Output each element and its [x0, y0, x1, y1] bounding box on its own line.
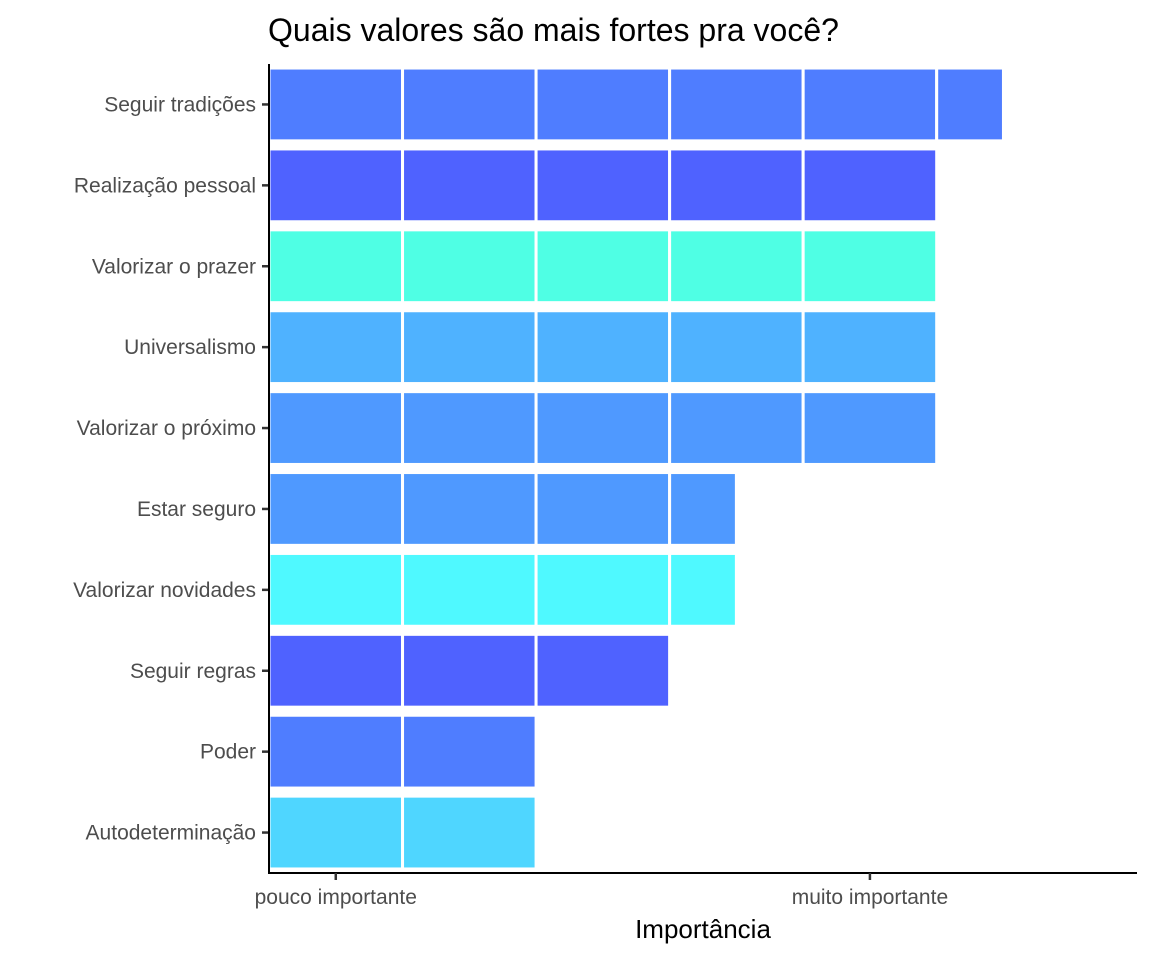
bar	[267, 632, 672, 709]
bar-segment	[534, 228, 672, 305]
bar-segment	[801, 390, 939, 466]
bar-segment	[401, 228, 538, 305]
bar-segment	[801, 147, 939, 224]
bar-segment	[534, 632, 672, 709]
y-tick-label: Seguir regras	[130, 660, 256, 683]
bar-segment	[668, 390, 805, 466]
bar	[267, 147, 939, 224]
bar-segment	[401, 309, 538, 386]
bar-segment	[668, 147, 805, 224]
bar	[267, 713, 538, 790]
bar	[267, 551, 738, 628]
bar-segment	[534, 471, 672, 547]
bar-segment	[801, 66, 939, 143]
bar-segment	[267, 471, 405, 547]
bar-segment	[267, 309, 405, 386]
x-tick-label: pouco importante	[255, 886, 417, 909]
y-tick-label: Valorizar o prazer	[92, 255, 256, 278]
bar-segment	[401, 66, 538, 143]
y-tick-label: Realização pessoal	[74, 174, 256, 197]
bar-segment	[401, 794, 538, 871]
y-tick-label: Valorizar o próximo	[77, 417, 256, 440]
bar-segment	[401, 632, 538, 709]
bar-segment	[534, 309, 672, 386]
bar-segment	[401, 551, 538, 628]
y-tick-label: Seguir tradições	[104, 93, 256, 116]
bar-segment	[668, 551, 738, 628]
bar-segment	[267, 390, 405, 466]
bar-segment	[267, 551, 405, 628]
bar-segment	[267, 794, 405, 871]
bar-segment	[668, 228, 805, 305]
y-axis: Seguir tradições Realização pessoal Valori…	[73, 64, 270, 874]
bar-segment	[668, 309, 805, 386]
bars-layer	[267, 66, 1005, 871]
bar-segment	[935, 66, 1005, 143]
bar	[267, 66, 1005, 143]
x-axis: pouco importante muito importante	[255, 872, 1137, 909]
bar-segment	[401, 471, 538, 547]
chart-title: Quais valores são mais fortes pra você?	[268, 12, 839, 48]
y-tick-label: Valorizar novidades	[73, 579, 256, 602]
bar-segment	[801, 228, 939, 305]
bar	[267, 228, 939, 305]
bar	[267, 309, 939, 386]
bar	[267, 390, 939, 466]
y-tick-label: Autodeterminação	[86, 822, 256, 845]
bar-segment	[401, 713, 538, 790]
bar-segment	[267, 66, 405, 143]
bar-segment	[534, 147, 672, 224]
bar	[267, 794, 538, 871]
bar-segment	[534, 390, 672, 466]
bar-segment	[401, 147, 538, 224]
bar-segment	[267, 147, 405, 224]
bar-segment	[668, 66, 805, 143]
bar-segment	[267, 632, 405, 709]
bar-segment	[668, 471, 738, 547]
bar-segment	[401, 390, 538, 466]
y-tick-label: Universalismo	[124, 336, 256, 359]
bar-segment	[267, 713, 405, 790]
x-tick-label: muito importante	[792, 886, 948, 909]
y-tick-label: Estar seguro	[137, 498, 256, 521]
x-axis-label: Importância	[635, 914, 771, 944]
bar-segment	[801, 309, 939, 386]
bar	[267, 471, 738, 547]
bar-segment	[534, 551, 672, 628]
y-tick-label: Poder	[200, 741, 256, 764]
bar-segment	[534, 66, 672, 143]
bar-segment	[267, 228, 405, 305]
